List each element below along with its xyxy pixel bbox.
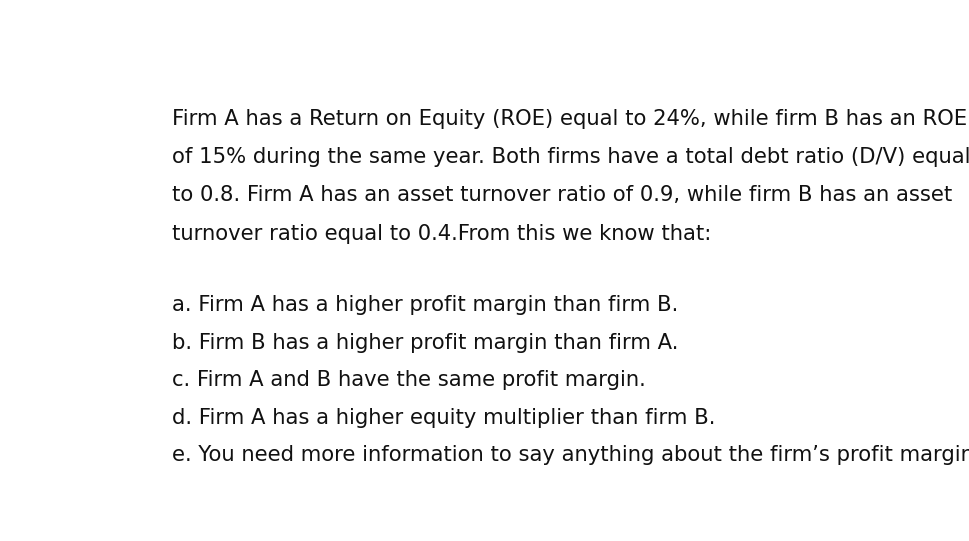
Text: c. Firm A and B have the same profit margin.: c. Firm A and B have the same profit mar…	[172, 370, 646, 390]
Text: a. Firm A has a higher profit margin than firm B.: a. Firm A has a higher profit margin tha…	[172, 295, 678, 315]
Text: d. Firm A has a higher equity multiplier than firm B.: d. Firm A has a higher equity multiplier…	[172, 408, 715, 428]
Text: Firm A has a Return on Equity (ROE) equal to 24%, while firm B has an ROE: Firm A has a Return on Equity (ROE) equa…	[172, 109, 967, 129]
Text: turnover ratio equal to 0.4.From this we know that:: turnover ratio equal to 0.4.From this we…	[172, 223, 711, 243]
Text: b. Firm B has a higher profit margin than firm A.: b. Firm B has a higher profit margin tha…	[172, 333, 678, 353]
Text: to 0.8. Firm A has an asset turnover ratio of 0.9, while firm B has an asset: to 0.8. Firm A has an asset turnover rat…	[172, 186, 953, 205]
Text: of 15% during the same year. Both firms have a total debt ratio (D/V) equal: of 15% during the same year. Both firms …	[172, 147, 969, 167]
Text: e. You need more information to say anything about the firm’s profit margin.: e. You need more information to say anyt…	[172, 445, 969, 465]
